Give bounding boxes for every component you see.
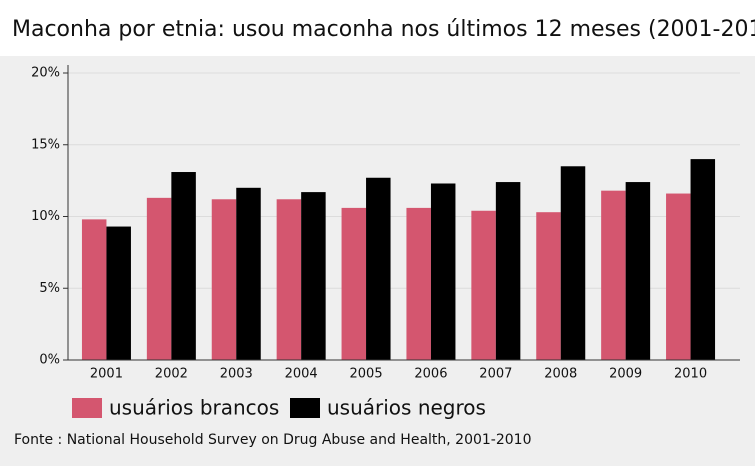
x-tick-label: 2006 [414, 367, 447, 382]
bar [560, 166, 586, 360]
bar [690, 159, 716, 360]
bar [211, 199, 237, 360]
bar [236, 187, 261, 360]
x-tick-label: 2008 [544, 367, 577, 382]
bar [341, 207, 367, 360]
bar [430, 183, 456, 360]
chart-title: Maconha por etnia: usou maconha nos últi… [12, 17, 755, 42]
bar [625, 182, 651, 360]
source-note: Fonte : National Household Survey on Dru… [14, 432, 532, 448]
x-tick-label: 2004 [285, 367, 318, 382]
bar [81, 219, 107, 360]
bar [536, 212, 561, 360]
x-tick-label: 2003 [220, 367, 253, 382]
y-tick-label: 0% [39, 353, 60, 368]
bar [171, 172, 196, 360]
x-tick-label: 2007 [479, 367, 512, 382]
bar [106, 226, 131, 360]
bar [666, 193, 691, 360]
bar [301, 192, 326, 360]
y-tick-label: 10% [31, 209, 60, 224]
bar [601, 190, 626, 360]
x-tick-label: 2001 [90, 367, 123, 382]
y-tick-label: 15% [31, 137, 60, 152]
legend-label: usuários negros [327, 396, 486, 420]
bar [366, 177, 391, 360]
legend-label: usuários brancos [109, 396, 279, 420]
bar [495, 182, 521, 360]
x-tick-label: 2010 [674, 367, 707, 382]
y-tick-label: 20% [31, 66, 60, 81]
x-tick-label: 2002 [155, 367, 188, 382]
legend-swatch [290, 398, 320, 418]
legend-swatch [72, 398, 102, 418]
x-tick-label: 2005 [350, 367, 383, 382]
bar [471, 210, 496, 360]
bar [276, 199, 302, 360]
y-tick-label: 5% [39, 281, 60, 296]
bar [406, 207, 431, 360]
x-tick-label: 2009 [609, 367, 642, 382]
bar [146, 197, 172, 360]
